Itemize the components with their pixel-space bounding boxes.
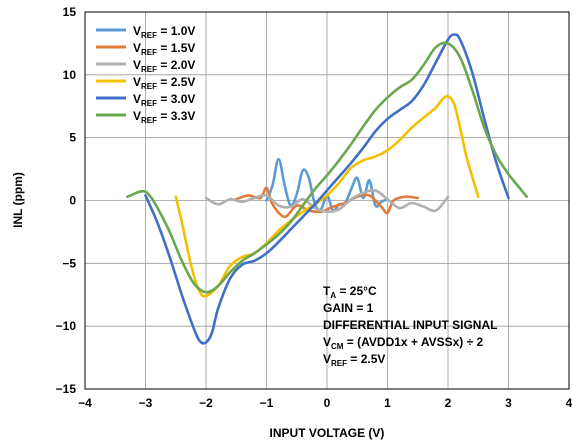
- y-tick-label: −10: [56, 319, 77, 333]
- series-line-4: [174, 94, 480, 298]
- legend-entry: VREF = 3.3V: [133, 109, 195, 125]
- x-axis-label: INPUT VOLTAGE (V): [270, 426, 385, 440]
- annotation-line: GAIN = 1: [323, 301, 374, 315]
- x-tick-label: −2: [199, 396, 213, 410]
- series-line-5: [144, 33, 510, 345]
- y-tick-label: 10: [63, 68, 77, 82]
- annotation-line: TA = 25°C: [323, 284, 377, 300]
- annotation-line: VREF = 2.5V: [323, 352, 385, 368]
- legend-entry: VREF = 3.0V: [133, 92, 195, 108]
- x-tick-label: 1: [384, 396, 391, 410]
- x-tick-label: 2: [445, 396, 452, 410]
- x-tick-label: 4: [566, 396, 572, 410]
- annotation-line: DIFFERENTIAL INPUT SIGNAL: [323, 318, 497, 332]
- legend-entry: VREF = 1.5V: [133, 41, 195, 57]
- legend-entry: VREF = 2.0V: [133, 58, 195, 74]
- y-tick-label: 15: [63, 5, 77, 19]
- y-tick-label: 5: [69, 131, 76, 145]
- y-tick-label: −5: [62, 256, 76, 270]
- x-tick-label: 0: [324, 396, 331, 410]
- legend-entry: VREF = 1.0V: [133, 24, 195, 40]
- x-tick-label: −4: [78, 396, 92, 410]
- x-tick-label: 3: [505, 396, 512, 410]
- series-line-3: [204, 188, 450, 214]
- legend-entry: VREF = 2.5V: [133, 75, 195, 91]
- series-lines: [126, 33, 528, 345]
- y-tick-label: 0: [69, 194, 76, 208]
- x-tick-label: −1: [260, 396, 274, 410]
- plot-frame: [84, 11, 570, 390]
- x-tick-label: −3: [139, 396, 153, 410]
- y-tick-label: −15: [56, 382, 77, 396]
- y-tick-labels: −15 −10 −5 0 5 10 15: [56, 5, 77, 396]
- series-line-6: [126, 41, 528, 294]
- series-line-2: [234, 186, 420, 219]
- x-tick-labels: −4 −3 −2 −1 0 1 2 3 4: [78, 396, 572, 410]
- y-axis-label: INL (ppm): [11, 172, 25, 228]
- annotation-line: VCM = (AVDD1x + AVSSx) ÷ 2: [323, 335, 484, 351]
